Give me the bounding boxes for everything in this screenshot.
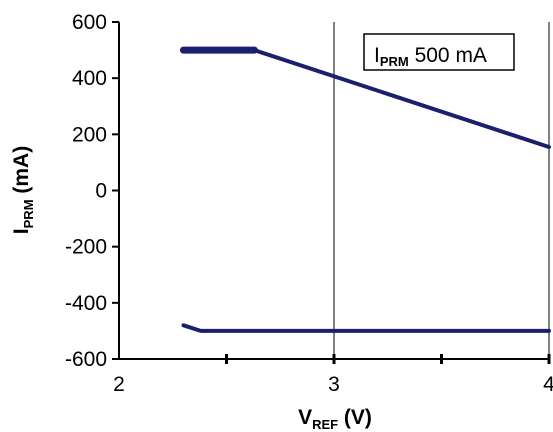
x-axis-title-suffix: (V) xyxy=(338,406,372,429)
series-line-segment xyxy=(252,48,551,149)
y-axis-title-suffix: (mA) xyxy=(10,146,33,200)
x-tick-label: 2 xyxy=(113,373,125,396)
y-tick-label: 600 xyxy=(72,11,107,34)
legend-label: IPRM 500 mA xyxy=(374,44,487,69)
x-axis-title-sub: REF xyxy=(312,417,338,432)
x-tick-label: 3 xyxy=(328,373,340,396)
y-tick-label: 0 xyxy=(95,180,107,203)
y-tick-label: -200 xyxy=(65,236,107,259)
x-axis-title-main: V xyxy=(298,406,312,429)
x-tick-label: 4 xyxy=(543,373,553,396)
legend-label-main: I xyxy=(374,44,380,67)
grid xyxy=(333,22,550,359)
y-tick-label: -600 xyxy=(65,348,107,371)
y-tick-label: 400 xyxy=(72,67,107,90)
legend-box xyxy=(363,33,515,71)
legend: IPRM 500 mA xyxy=(363,33,515,71)
legend-label-value: 500 mA xyxy=(409,44,487,67)
y-tick-label: -400 xyxy=(65,292,107,315)
x-axis-title: VREF (V) xyxy=(298,406,372,432)
y-axis-title-sub: PRM xyxy=(21,199,36,228)
y-axis-title-main: I xyxy=(10,228,33,234)
y-axis-title: IPRM (mA) xyxy=(10,146,36,234)
series-layer xyxy=(180,46,551,333)
series-line-segment xyxy=(181,323,551,333)
axes xyxy=(112,21,551,364)
tick-labels: -600 -400 -200 0 200 400 600 2 3 4 xyxy=(65,11,553,396)
legend-label-sub: PRM xyxy=(380,54,409,69)
y-tick-label: 200 xyxy=(72,123,107,146)
